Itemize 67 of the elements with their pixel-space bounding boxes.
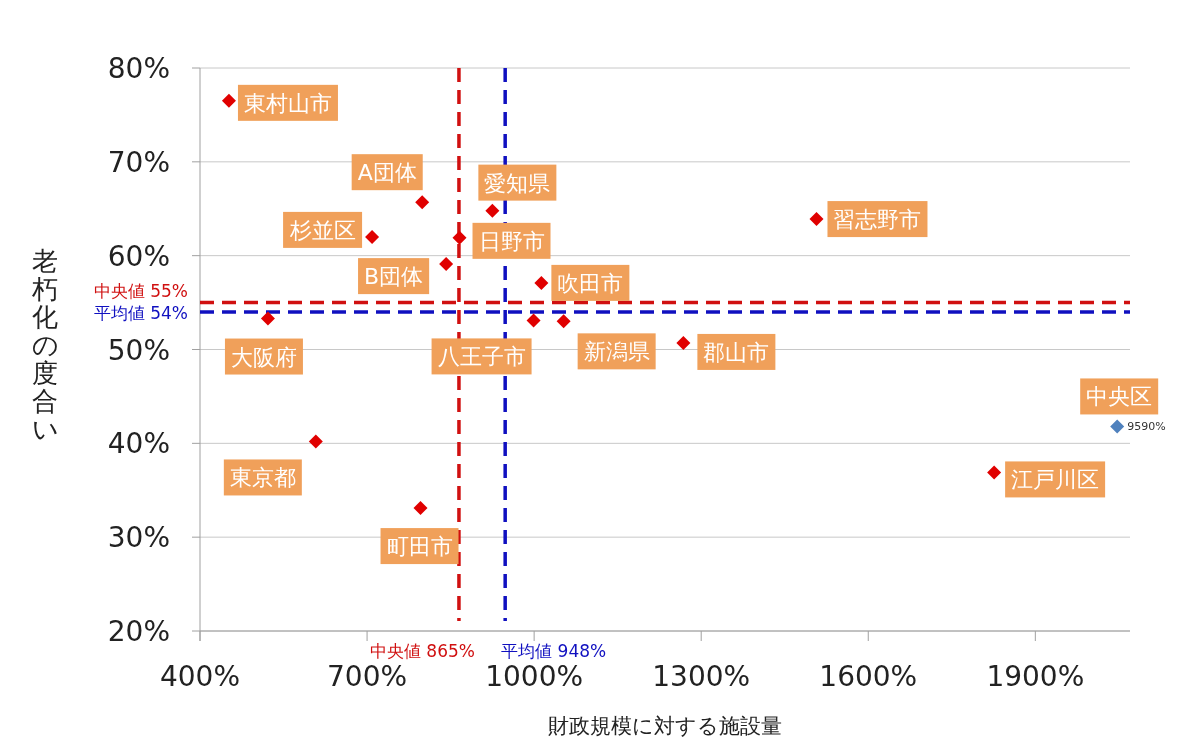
- annotation: 中央区: [1086, 384, 1153, 410]
- ref-line-label: 中央値 55%: [93, 280, 188, 301]
- annotation: 大阪府: [230, 344, 297, 370]
- annotation: 東京都: [229, 465, 296, 491]
- point: [365, 229, 380, 244]
- x-tick-label: 700%: [327, 660, 408, 693]
- annotation: 町田市: [386, 534, 453, 560]
- annotation: 新潟県: [583, 339, 650, 365]
- x-tick-label: 1600%: [819, 660, 918, 693]
- ref-line-label: 平均値 948%: [501, 641, 607, 661]
- point: [534, 275, 549, 290]
- y-tick-label: 50%: [107, 333, 170, 367]
- y-tick-label: 30%: [107, 521, 170, 555]
- annotation: 大阪府: [224, 338, 303, 375]
- annotation: 愛知県: [484, 170, 551, 196]
- point: [260, 311, 275, 326]
- y-tick-label: 80%: [107, 52, 170, 85]
- annotation: 習志野市: [827, 201, 928, 238]
- annotation: 習志野市: [833, 207, 922, 233]
- annotation: 東村山市: [243, 90, 332, 116]
- x-tick-label: 400%: [159, 660, 241, 693]
- annotation: B団体: [364, 264, 424, 290]
- annotation: 中央区: [1080, 378, 1159, 415]
- point: [308, 434, 323, 449]
- annotation: 吹田市: [551, 264, 630, 301]
- ref-line-label: 中央値 865%: [369, 641, 475, 661]
- x-axis-title: 財政規模に対する施設量: [548, 714, 782, 738]
- point: [485, 203, 500, 218]
- x-tick-label: 1300%: [652, 660, 751, 693]
- point: [415, 195, 430, 210]
- point: [526, 313, 541, 328]
- point: [413, 501, 428, 516]
- point: [221, 93, 236, 108]
- y-tick-label: 60%: [107, 239, 170, 273]
- annotation: 愛知県: [478, 164, 557, 201]
- y-tick-label: 20%: [107, 615, 170, 648]
- annotation: A団体: [357, 160, 417, 186]
- annotation: 杉並区: [283, 211, 363, 248]
- annotation: A団体: [351, 154, 423, 191]
- annotation: 日野市: [478, 228, 545, 254]
- annotation: 新潟県: [577, 333, 656, 370]
- x-tick-label: 1000%: [485, 660, 584, 693]
- annotation: 町田市: [380, 528, 459, 565]
- annotation: 江戸川区: [1011, 467, 1100, 493]
- point: [452, 230, 467, 245]
- annotation: B団体: [358, 258, 430, 295]
- annotation: 日野市: [472, 222, 551, 259]
- annotation: 東村山市: [237, 84, 338, 121]
- point: [809, 212, 824, 227]
- annotation: 八王子市: [437, 344, 526, 370]
- annotation: 東京都: [223, 459, 302, 496]
- point: [556, 314, 571, 329]
- annotation: 吹田市: [557, 270, 624, 296]
- point: [676, 335, 691, 350]
- ref-line-label: 平均値 54%: [93, 302, 188, 323]
- y-tick-label: 70%: [107, 145, 170, 179]
- annotation: 八王子市: [431, 338, 532, 375]
- point: [987, 465, 1002, 480]
- x-tick-label: 1900%: [986, 660, 1085, 693]
- annotation: 9590%: [1127, 420, 1166, 434]
- annotation: 郡山市: [697, 333, 776, 370]
- point: [439, 257, 454, 272]
- annotation: 郡山市: [703, 339, 770, 365]
- annotation: 江戸川区: [1005, 461, 1106, 498]
- y-axis-title: 老朽化の度合い: [31, 245, 59, 444]
- y-tick-label: 40%: [107, 427, 170, 461]
- annotation: 杉並区: [288, 217, 356, 243]
